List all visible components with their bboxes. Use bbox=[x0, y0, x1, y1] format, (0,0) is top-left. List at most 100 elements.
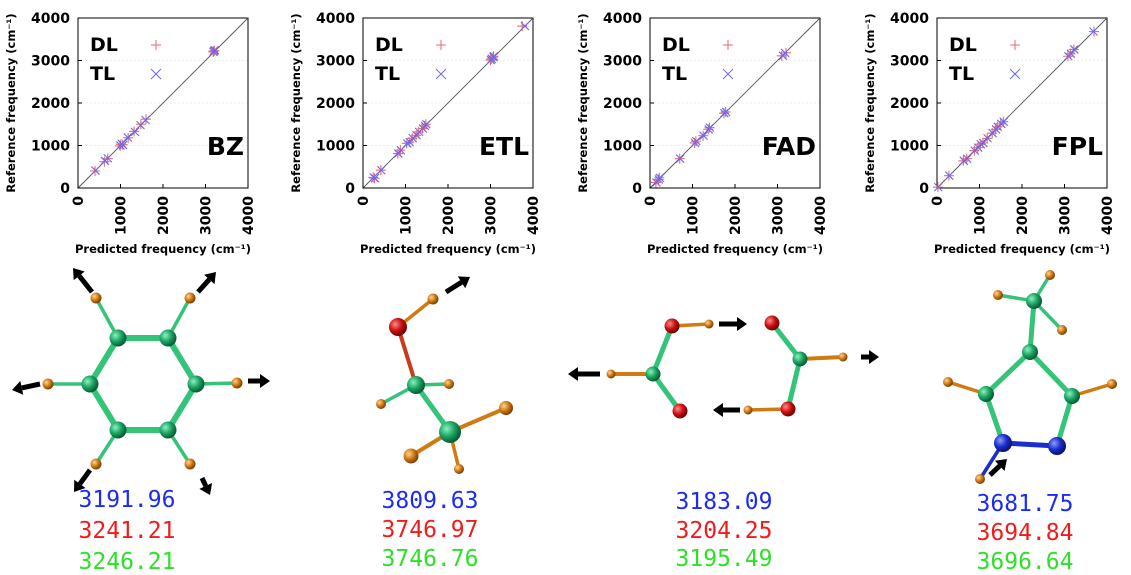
x-tick-label: 1000 bbox=[399, 196, 415, 235]
hydrogen-atom bbox=[403, 448, 419, 464]
data-point-tl bbox=[1066, 49, 1076, 59]
x-tick-label: 3000 bbox=[199, 196, 215, 235]
x-axis-label: Predicted frequency (cm⁻¹) bbox=[934, 242, 1110, 256]
arrow-head bbox=[994, 459, 1007, 471]
y-tick-label: 2000 bbox=[31, 96, 70, 112]
bond bbox=[785, 356, 803, 412]
legend-label-tl: TL bbox=[375, 63, 400, 85]
hydrogen-atom bbox=[838, 352, 848, 362]
displacement-arrow bbox=[74, 468, 93, 492]
hydrogen-atom bbox=[184, 458, 196, 470]
hydrogen-atom bbox=[90, 292, 102, 304]
legend: DL TL bbox=[90, 34, 162, 85]
x-axis-label: Predicted frequency (cm⁻¹) bbox=[647, 242, 823, 256]
carbon-atom bbox=[645, 366, 661, 382]
arrow-head bbox=[12, 381, 24, 395]
data-point-tl bbox=[1069, 45, 1079, 54]
molecule-name-label: ETL bbox=[479, 132, 529, 161]
hydrogen-atom bbox=[1045, 270, 1055, 280]
y-tick-label: 0 bbox=[919, 181, 929, 197]
oxygen-atom bbox=[664, 318, 680, 334]
oxygen-atom bbox=[389, 318, 407, 336]
displacement-arrow bbox=[719, 317, 747, 331]
y-tick-label: 0 bbox=[60, 181, 70, 197]
data-point-tl bbox=[705, 123, 715, 133]
data-point-tl bbox=[780, 48, 790, 58]
data-point-tl bbox=[691, 136, 701, 146]
x-tick-label: 3000 bbox=[771, 196, 787, 235]
bond bbox=[1027, 298, 1037, 355]
arrow-head bbox=[74, 479, 86, 492]
data-point-tl bbox=[141, 115, 150, 125]
hydrogen-atom bbox=[743, 405, 753, 415]
displacement-arrow bbox=[861, 350, 879, 364]
data-point-tl bbox=[944, 171, 954, 181]
y-tick-label: 3000 bbox=[890, 54, 929, 70]
carbon-atom bbox=[792, 351, 808, 367]
x-tick-label: 4000 bbox=[241, 196, 257, 235]
hydrogen-atom bbox=[606, 369, 616, 379]
molecule-benzene bbox=[12, 268, 270, 495]
reference-frequency-value-etl: 3746.76 bbox=[381, 546, 479, 572]
data-point-tl bbox=[370, 173, 380, 183]
reference-frequency-value-fad: 3195.49 bbox=[675, 546, 773, 572]
hydrogen-atom bbox=[1057, 325, 1067, 335]
data-point-tl bbox=[489, 51, 499, 61]
y-axis-label: Reference frequency (cm⁻¹) bbox=[289, 13, 303, 192]
carbon-atom bbox=[439, 421, 461, 443]
hydrogen-atom bbox=[376, 399, 386, 409]
data-point-tl bbox=[118, 140, 128, 150]
displacement-arrow bbox=[196, 272, 216, 294]
legend-label-dl: DL bbox=[949, 34, 977, 56]
x-tick-label: 0 bbox=[356, 196, 372, 206]
molecule-name-label: FPL bbox=[1052, 132, 1103, 161]
hydrogen-atom bbox=[1107, 379, 1117, 389]
x-tick-label: 4000 bbox=[813, 196, 829, 235]
y-tick-label: 0 bbox=[632, 181, 642, 197]
oxygen-atom bbox=[780, 401, 796, 417]
data-point-tl bbox=[962, 154, 972, 164]
hydrogen-atom bbox=[184, 292, 196, 304]
y-tick-label: 3000 bbox=[31, 54, 70, 70]
bond bbox=[87, 335, 121, 387]
x-tick-label: 1000 bbox=[973, 196, 989, 235]
data-point-tl bbox=[376, 165, 386, 175]
x-axis-label: Predicted frequency (cm⁻¹) bbox=[75, 242, 251, 256]
arrow-shaft bbox=[444, 280, 463, 295]
dl-frequency-value-bz: 3241.21 bbox=[78, 518, 176, 544]
displacement-arrow bbox=[568, 367, 600, 381]
molecule-etl bbox=[376, 276, 513, 474]
arrow-head bbox=[199, 482, 213, 495]
displacement-arrow bbox=[444, 276, 470, 295]
hydrogen-atom bbox=[444, 379, 454, 389]
bond bbox=[87, 381, 121, 433]
data-point-tl bbox=[1089, 27, 1098, 36]
legend-label-dl: DL bbox=[90, 34, 118, 56]
data-point-tl bbox=[103, 153, 113, 163]
x-tick-label: 0 bbox=[930, 196, 946, 206]
legend-label-tl: TL bbox=[90, 63, 115, 85]
bond bbox=[165, 335, 199, 387]
hydrogen-atom bbox=[943, 377, 953, 387]
x-tick-label: 3000 bbox=[1058, 196, 1074, 235]
x-tick-label: 1000 bbox=[114, 196, 130, 235]
arrow-head bbox=[73, 268, 85, 281]
arrow-shaft bbox=[21, 381, 41, 391]
y-tick-label: 2000 bbox=[890, 96, 929, 112]
x-tick-label: 2000 bbox=[156, 196, 172, 235]
nitrogen-atom bbox=[1048, 437, 1066, 455]
molecule-fad bbox=[568, 315, 879, 419]
legend-label-dl: DL bbox=[662, 34, 690, 56]
arrow-head bbox=[457, 276, 470, 289]
data-point-tl bbox=[405, 137, 415, 147]
carbon-atom bbox=[978, 386, 994, 402]
diagonal-line bbox=[362, 17, 534, 189]
oxygen-atom bbox=[764, 315, 780, 331]
carbon-atom bbox=[1022, 344, 1038, 360]
legend: DL TL bbox=[375, 34, 447, 85]
tl-frequency-value-fad: 3183.09 bbox=[675, 489, 773, 515]
molecule-name-label: FAD bbox=[762, 132, 816, 161]
hydrogen-atom bbox=[427, 293, 439, 305]
reference-frequency-value-fpl: 3696.64 bbox=[976, 549, 1074, 575]
carbon-atom bbox=[109, 329, 127, 347]
